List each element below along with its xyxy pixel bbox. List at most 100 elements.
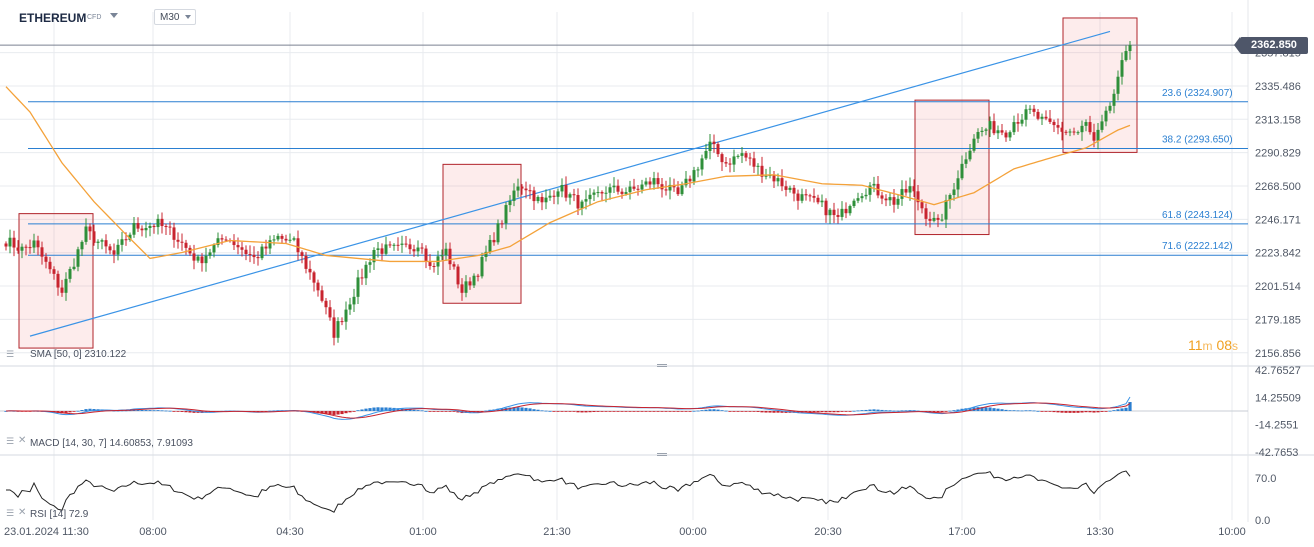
fibonacci-label: 61.8 (2243.124)	[1162, 210, 1233, 221]
candle-body	[380, 248, 384, 254]
candle-body	[884, 198, 888, 201]
candle-body	[468, 281, 472, 286]
candle-body	[536, 196, 540, 202]
candle-body	[472, 275, 476, 286]
macd-histogram-bar	[992, 408, 996, 411]
rsi-y-tick-label: 70.0	[1255, 473, 1276, 485]
symbol-name[interactable]: ETHEREUM	[19, 11, 87, 25]
candle-body	[1096, 129, 1100, 141]
candle-body	[396, 244, 400, 246]
candle-body	[548, 195, 552, 198]
candle-body	[376, 248, 380, 250]
candle-body	[540, 196, 544, 203]
y-tick-label: 2179.185	[1255, 314, 1301, 326]
macd-histogram-bar	[328, 411, 332, 415]
macd-histogram-bar	[384, 407, 388, 411]
macd-histogram-bar	[888, 410, 892, 412]
candle-body	[928, 218, 932, 221]
candle-body	[636, 188, 640, 190]
candle-body	[752, 158, 756, 167]
macd-histogram-bar	[420, 410, 424, 412]
candle-body	[952, 189, 956, 196]
macd-histogram-bar	[348, 411, 352, 413]
macd-histogram-bar	[652, 411, 656, 412]
candle-body	[520, 186, 524, 189]
pane-resize-handle-rsi[interactable]	[657, 453, 667, 456]
candle-body	[80, 241, 84, 250]
timeframe-select[interactable]: M30	[154, 9, 196, 25]
candle-body	[992, 121, 996, 134]
candle-body	[920, 202, 924, 209]
macd-histogram-bar	[676, 411, 680, 412]
macd-histogram-bar	[1044, 411, 1048, 412]
candle-body	[584, 199, 588, 202]
macd-histogram-bar	[732, 411, 736, 412]
macd-histogram-bar	[644, 411, 648, 412]
macd-histogram-bar	[712, 409, 716, 411]
macd-histogram-bar	[408, 409, 412, 411]
macd-histogram-bar	[908, 410, 912, 411]
macd-histogram-bar	[532, 409, 536, 411]
candle-body	[708, 141, 712, 151]
candle-body	[600, 192, 604, 194]
macd-histogram-bar	[380, 407, 384, 411]
macd-histogram-bar	[132, 409, 136, 411]
macd-histogram-bar	[616, 411, 620, 412]
candle-body	[308, 268, 312, 273]
candle-body	[184, 242, 188, 248]
macd-histogram-bar	[560, 411, 564, 412]
candle-body	[612, 185, 616, 188]
macd-settings-icon[interactable]: ☰	[6, 436, 15, 446]
macd-histogram-bar	[740, 411, 744, 412]
candle-body	[128, 234, 132, 240]
candle-body	[4, 243, 8, 247]
candle-body	[692, 170, 696, 182]
macd-close-icon[interactable]: ✕	[18, 435, 27, 446]
macd-histogram-bar	[868, 409, 872, 411]
x-tick-label: 08:00	[139, 526, 167, 538]
macd-histogram-bar	[1004, 409, 1008, 411]
candle-body	[904, 189, 908, 193]
candle-body	[328, 307, 332, 318]
candle-body	[1112, 93, 1116, 106]
candle-body	[840, 208, 844, 217]
macd-histogram-bar	[372, 407, 376, 411]
candle-body	[28, 247, 32, 249]
macd-histogram-bar	[844, 411, 848, 412]
candle-body	[740, 153, 744, 156]
candle-body	[604, 192, 608, 194]
rsi-settings-icon[interactable]: ☰	[6, 508, 15, 518]
macd-histogram-bar	[796, 411, 800, 413]
candle-body	[760, 165, 764, 177]
pane-resize-handle-macd[interactable]	[657, 364, 667, 367]
rsi-close-icon[interactable]: ✕	[18, 507, 27, 518]
candle-body	[232, 240, 236, 246]
macd-histogram-bar	[816, 411, 820, 413]
macd-histogram-bar	[424, 410, 428, 412]
candle-body	[492, 239, 496, 243]
macd-histogram-bar	[352, 411, 356, 412]
candle-body	[860, 196, 864, 199]
candle-body	[40, 247, 44, 257]
candle-body	[620, 191, 624, 194]
candle-body	[428, 261, 432, 267]
macd-histogram-bar	[768, 411, 772, 413]
candle-body	[624, 192, 628, 194]
macd-histogram-bar	[932, 411, 936, 413]
candle-body	[248, 254, 252, 256]
macd-histogram-bar	[904, 410, 908, 412]
chevron-down-icon	[185, 15, 191, 19]
candle-body	[484, 251, 488, 257]
sma-settings-icon[interactable]: ☰	[6, 349, 15, 359]
candle-body	[764, 175, 768, 177]
symbol-dropdown-icon[interactable]	[110, 13, 118, 18]
candle-body	[572, 194, 576, 196]
macd-histogram-bar	[748, 411, 752, 412]
y-tick-label: 2246.171	[1255, 214, 1301, 226]
candle-body	[532, 190, 536, 202]
candle-body	[632, 186, 636, 189]
candle-body	[676, 187, 680, 195]
candle-body	[204, 255, 208, 264]
candle-body	[896, 198, 900, 205]
